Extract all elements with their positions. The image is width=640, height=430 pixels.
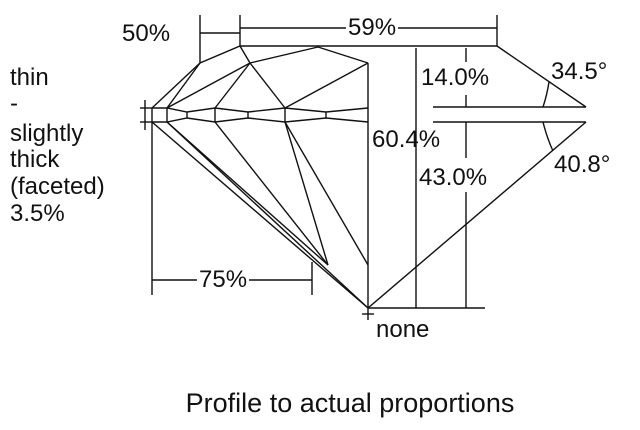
caption: Profile to actual proportions bbox=[185, 388, 515, 418]
crown-star-label: 50% bbox=[122, 20, 171, 47]
crown-angle-label: 34.5° bbox=[551, 58, 608, 85]
pavilion-angle-label: 40.8° bbox=[554, 151, 611, 178]
dimension-lines bbox=[151, 15, 554, 309]
lower-half-label: 75% bbox=[197, 266, 250, 293]
girdle-line: thin bbox=[10, 64, 49, 91]
girdle-line: (faceted) bbox=[10, 173, 105, 200]
crown-height-label: 14.0% bbox=[421, 64, 490, 91]
crown-facets bbox=[151, 45, 587, 109]
pavilion-depth-label: 43.0% bbox=[419, 164, 488, 191]
girdle-line: - bbox=[10, 90, 18, 117]
girdle-line: thick bbox=[10, 146, 60, 173]
girdle bbox=[140, 100, 586, 130]
girdle-line: slightly bbox=[10, 120, 84, 147]
total-depth-label: 60.4% bbox=[372, 126, 441, 153]
girdle-line: 3.5% bbox=[10, 200, 65, 227]
culet-label: none bbox=[376, 316, 430, 343]
table-label: 59% bbox=[346, 14, 399, 41]
pavilion-facets bbox=[151, 63, 587, 320]
